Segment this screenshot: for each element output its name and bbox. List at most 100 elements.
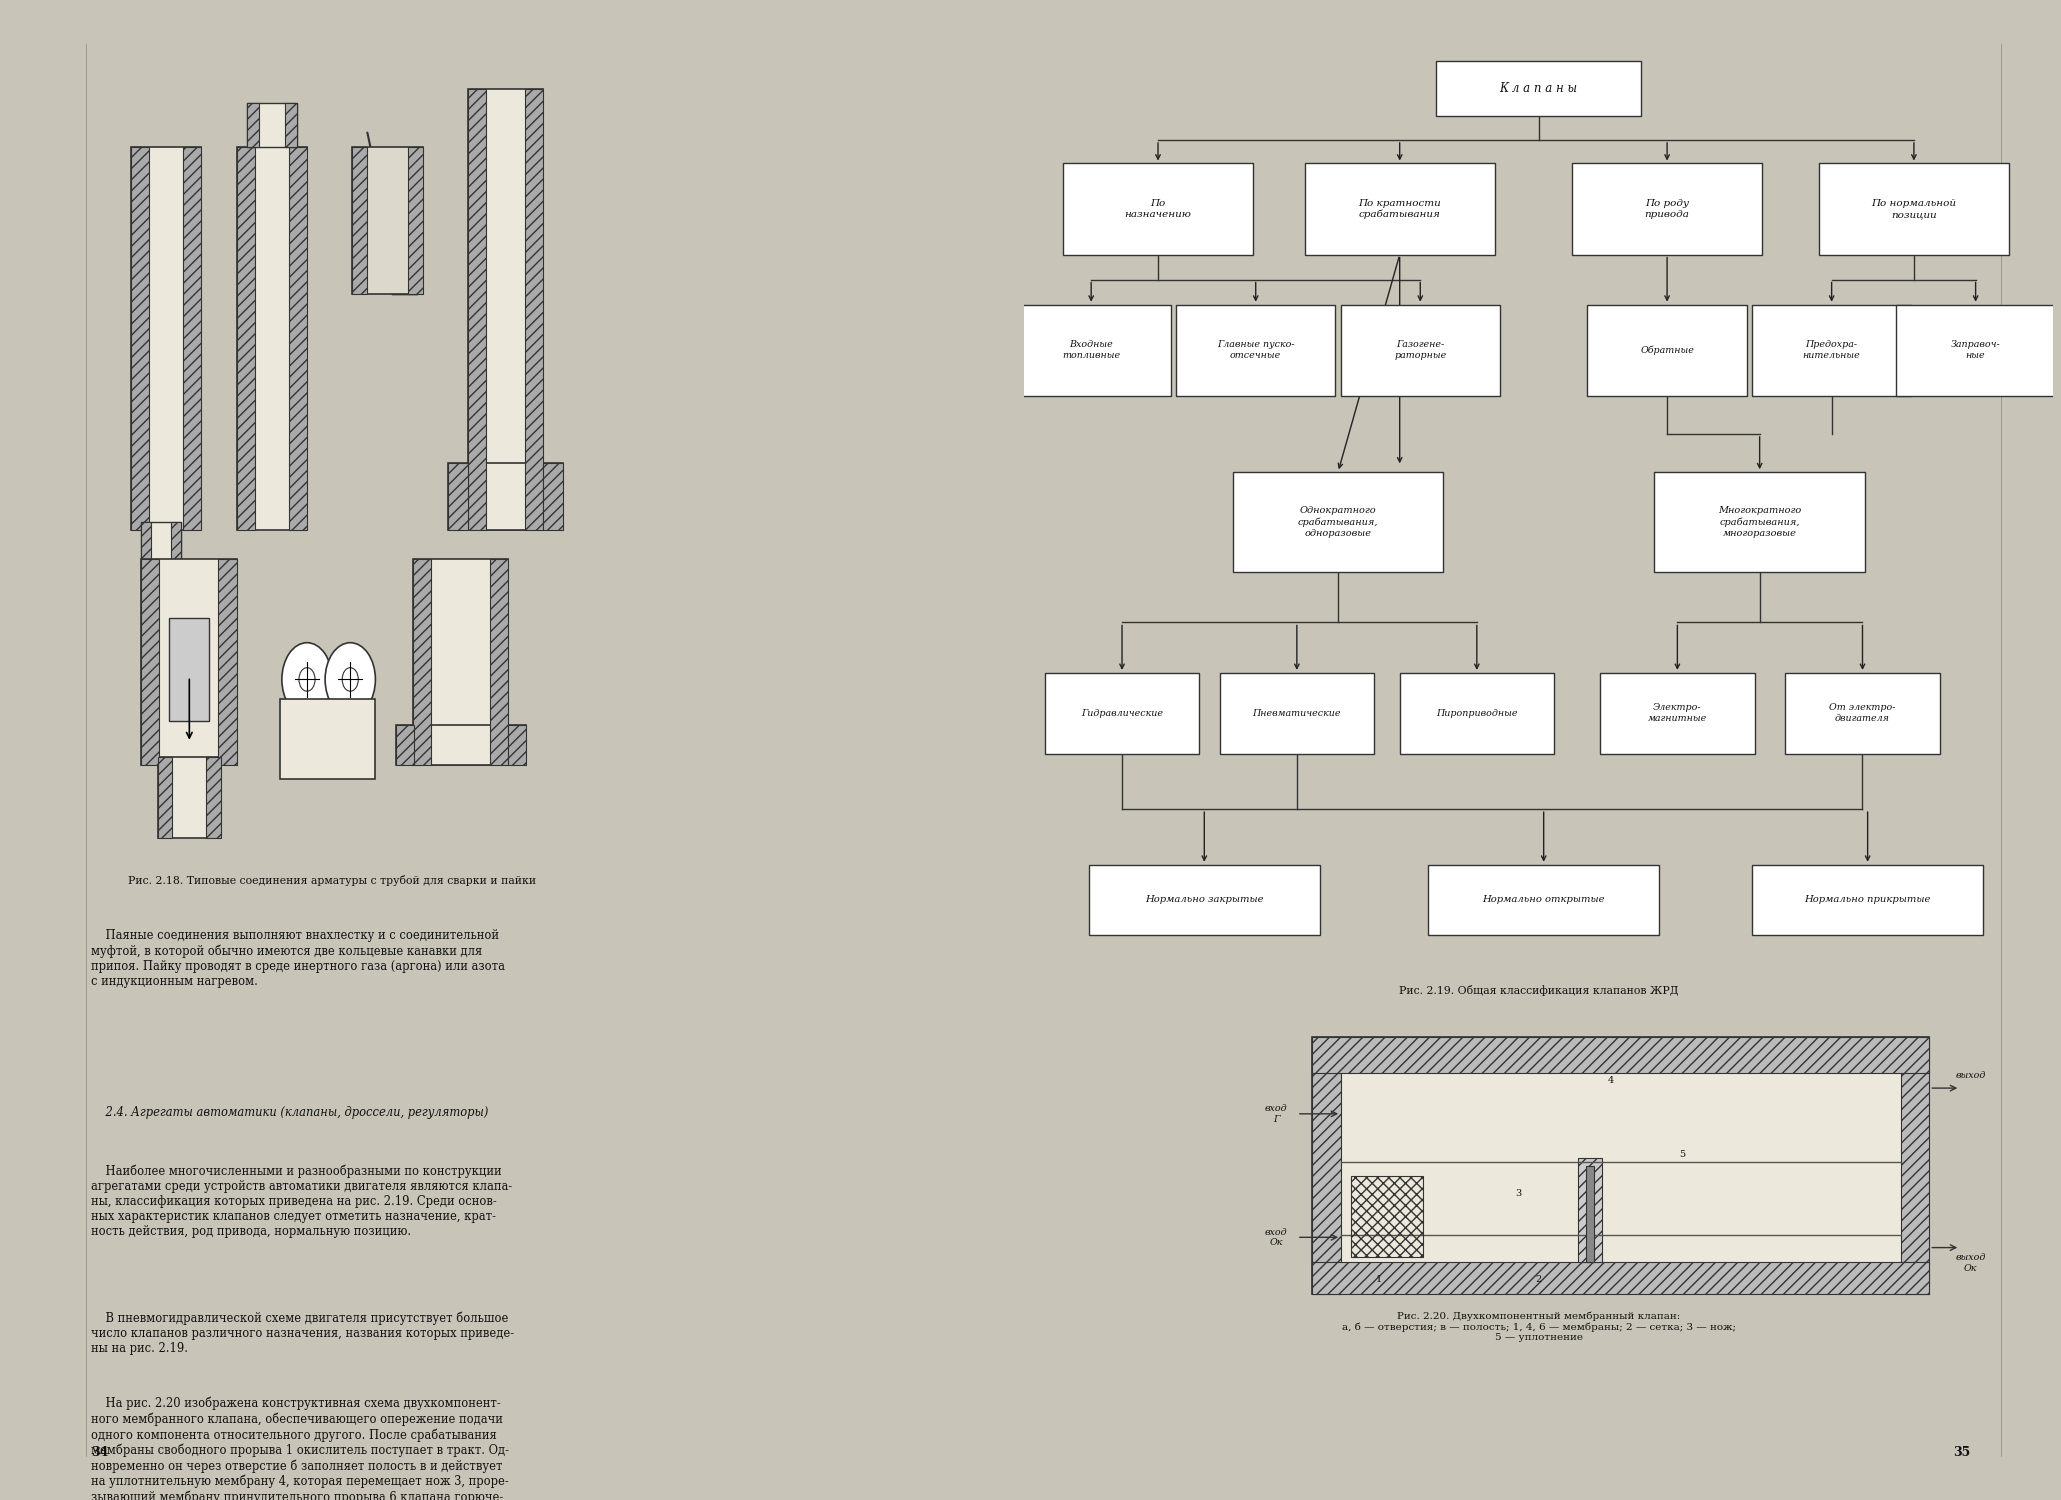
FancyBboxPatch shape: [1177, 304, 1336, 396]
Circle shape: [326, 642, 375, 716]
FancyBboxPatch shape: [1818, 164, 2009, 255]
FancyBboxPatch shape: [544, 464, 563, 530]
Text: По кратности
срабатывания: По кратности срабатывания: [1358, 198, 1441, 219]
FancyBboxPatch shape: [237, 147, 256, 530]
Text: Нормально прикрытые: Нормально прикрытые: [1805, 896, 1931, 904]
Text: В пневмогидравлической схеме двигателя присутствует большое
число клапанов разли: В пневмогидравлической схеме двигателя п…: [91, 1311, 513, 1354]
FancyBboxPatch shape: [1900, 1036, 1929, 1294]
Text: Нормально открытые: Нормально открытые: [1482, 896, 1606, 904]
FancyBboxPatch shape: [526, 88, 544, 530]
FancyBboxPatch shape: [1313, 1036, 1342, 1294]
Circle shape: [282, 642, 332, 716]
Text: вход
Ок: вход Ок: [1265, 1227, 1288, 1246]
FancyBboxPatch shape: [1587, 304, 1748, 396]
FancyBboxPatch shape: [1752, 304, 1911, 396]
FancyBboxPatch shape: [140, 560, 159, 765]
Text: 2.4. Агрегаты автоматики (клапаны, дроссели, регуляторы): 2.4. Агрегаты автоматики (клапаны, дросс…: [91, 1106, 488, 1119]
FancyBboxPatch shape: [206, 758, 221, 839]
FancyBboxPatch shape: [280, 699, 375, 780]
Text: По нормальной
позиции: По нормальной позиции: [1871, 200, 1956, 219]
FancyBboxPatch shape: [396, 724, 526, 765]
FancyBboxPatch shape: [169, 618, 210, 720]
Text: Заправоч-
ные: Заправоч- ные: [1952, 340, 2001, 360]
FancyBboxPatch shape: [140, 560, 237, 765]
Text: 5: 5: [1680, 1149, 1686, 1158]
FancyBboxPatch shape: [1585, 1166, 1593, 1262]
Text: Рис. 2.19. Общая классификация клапанов ЖРД: Рис. 2.19. Общая классификация клапанов …: [1399, 986, 1678, 996]
FancyBboxPatch shape: [1573, 164, 1762, 255]
FancyBboxPatch shape: [1313, 1036, 1929, 1074]
Text: вход
Γ: вход Γ: [1265, 1104, 1288, 1124]
FancyBboxPatch shape: [1655, 472, 1865, 572]
FancyBboxPatch shape: [247, 104, 260, 147]
Text: Главные пуско-
отсечные: Главные пуско- отсечные: [1216, 340, 1294, 360]
FancyBboxPatch shape: [447, 464, 468, 530]
FancyBboxPatch shape: [1785, 674, 1939, 753]
Text: К л а п а н ы: К л а п а н ы: [1500, 82, 1577, 94]
FancyBboxPatch shape: [284, 104, 297, 147]
FancyBboxPatch shape: [468, 88, 486, 530]
FancyBboxPatch shape: [218, 560, 237, 765]
FancyBboxPatch shape: [352, 147, 423, 294]
FancyBboxPatch shape: [183, 147, 202, 530]
FancyBboxPatch shape: [237, 147, 307, 530]
Text: 4: 4: [1608, 1077, 1614, 1086]
FancyBboxPatch shape: [447, 464, 563, 530]
Text: Паяные соединения выполняют внахлестку и с соединительной
муфтой, в которой обыч: Паяные соединения выполняют внахлестку и…: [91, 930, 505, 988]
FancyBboxPatch shape: [289, 147, 307, 530]
Text: 3: 3: [1515, 1190, 1521, 1198]
FancyBboxPatch shape: [1599, 674, 1754, 753]
FancyBboxPatch shape: [1577, 1158, 1601, 1262]
FancyBboxPatch shape: [1220, 674, 1375, 753]
FancyBboxPatch shape: [1063, 164, 1253, 255]
Text: Однократного
срабатывания,
одноразовые: Однократного срабатывания, одноразовые: [1298, 506, 1379, 538]
FancyBboxPatch shape: [1399, 674, 1554, 753]
FancyBboxPatch shape: [1313, 1036, 1929, 1294]
Text: выход: выход: [1956, 1071, 1985, 1080]
Text: От электро-
двигателя: От электро- двигателя: [1830, 704, 1896, 723]
FancyBboxPatch shape: [1896, 304, 2055, 396]
Text: Нормально закрытые: Нормально закрытые: [1146, 896, 1263, 904]
Text: Рис. 2.20. Двухкомпонентный мембранный клапан:
а, б — отверстия; в — полость; 1,: Рис. 2.20. Двухкомпонентный мембранный к…: [1342, 1311, 1735, 1342]
Text: 2: 2: [1535, 1275, 1542, 1284]
Text: 34: 34: [91, 1446, 107, 1458]
Text: Гидравлические: Гидравлические: [1082, 710, 1162, 718]
Text: Пневматические: Пневматические: [1253, 710, 1342, 718]
Text: выход
Ок: выход Ок: [1956, 1254, 1985, 1272]
FancyBboxPatch shape: [247, 104, 297, 147]
FancyBboxPatch shape: [132, 147, 202, 530]
FancyBboxPatch shape: [1305, 164, 1494, 255]
FancyBboxPatch shape: [1313, 1262, 1929, 1294]
FancyBboxPatch shape: [1340, 304, 1500, 396]
Text: Электро-
магнитные: Электро- магнитные: [1647, 704, 1707, 723]
Text: Газогене-
раторные: Газогене- раторные: [1393, 340, 1447, 360]
Text: 1: 1: [1377, 1275, 1383, 1284]
FancyBboxPatch shape: [412, 560, 509, 765]
FancyBboxPatch shape: [159, 758, 173, 839]
FancyBboxPatch shape: [396, 724, 414, 765]
FancyBboxPatch shape: [1752, 864, 1983, 934]
FancyBboxPatch shape: [159, 758, 221, 839]
Text: На рис. 2.20 изображена конструктивная схема двухкомпонент-
ного мембранного кла: На рис. 2.20 изображена конструктивная с…: [91, 1396, 509, 1500]
FancyBboxPatch shape: [1012, 304, 1171, 396]
Text: 35: 35: [1954, 1446, 1970, 1458]
FancyBboxPatch shape: [408, 147, 423, 294]
FancyBboxPatch shape: [1045, 674, 1200, 753]
Text: Многократного
срабатывания,
многоразовые: Многократного срабатывания, многоразовые: [1719, 506, 1801, 538]
FancyBboxPatch shape: [352, 147, 367, 294]
FancyBboxPatch shape: [509, 724, 526, 765]
FancyBboxPatch shape: [140, 522, 181, 588]
FancyBboxPatch shape: [1437, 60, 1641, 117]
Text: По роду
привода: По роду привода: [1645, 200, 1690, 219]
Text: Обратные: Обратные: [1641, 345, 1694, 355]
Text: По
назначению: По назначению: [1125, 200, 1191, 219]
FancyBboxPatch shape: [132, 147, 148, 530]
FancyBboxPatch shape: [412, 560, 431, 765]
Text: Рис. 2.18. Типовые соединения арматуры с трубой для сварки и пайки: Рис. 2.18. Типовые соединения арматуры с…: [128, 874, 536, 886]
FancyBboxPatch shape: [1428, 864, 1659, 934]
FancyBboxPatch shape: [1088, 864, 1319, 934]
FancyBboxPatch shape: [140, 522, 150, 588]
FancyBboxPatch shape: [1232, 472, 1443, 572]
Text: Входные
топливные: Входные топливные: [1061, 340, 1121, 360]
Text: Пироприводные: Пироприводные: [1437, 710, 1517, 718]
